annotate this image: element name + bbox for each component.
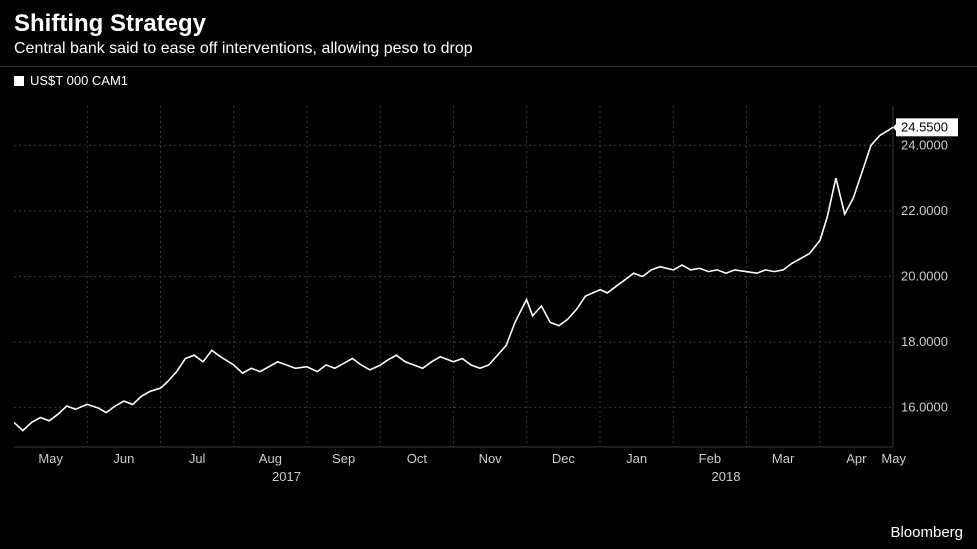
svg-text:2018: 2018 <box>712 469 741 484</box>
svg-text:Dec: Dec <box>552 451 576 466</box>
svg-text:May: May <box>881 451 906 466</box>
svg-text:Feb: Feb <box>699 451 721 466</box>
svg-text:Mar: Mar <box>772 451 795 466</box>
svg-text:24.5500: 24.5500 <box>901 119 948 134</box>
chart-subtitle: Central bank said to ease off interventi… <box>0 40 977 66</box>
svg-text:Jun: Jun <box>113 451 134 466</box>
chart-container: Shifting Strategy Central bank said to e… <box>0 0 977 549</box>
svg-text:24.0000: 24.0000 <box>901 137 948 152</box>
svg-text:Jul: Jul <box>189 451 206 466</box>
svg-text:18.0000: 18.0000 <box>901 334 948 349</box>
legend: US$T 000 CAM1 <box>0 67 977 92</box>
svg-text:20.0000: 20.0000 <box>901 269 948 284</box>
legend-label: US$T 000 CAM1 <box>30 73 128 88</box>
attribution: Bloomberg <box>890 524 963 541</box>
svg-text:Aug: Aug <box>259 451 282 466</box>
svg-text:May: May <box>38 451 63 466</box>
chart-svg: 16.0000 18.0000 20.0000 22.0000 24.0000 May Ju… <box>14 100 963 489</box>
svg-text:Apr: Apr <box>846 451 867 466</box>
chart-plot-area: 16.0000 18.0000 20.0000 22.0000 24.0000 May Ju… <box>14 100 963 489</box>
svg-text:Oct: Oct <box>407 451 428 466</box>
svg-text:Nov: Nov <box>479 451 503 466</box>
svg-text:Sep: Sep <box>332 451 355 466</box>
svg-text:22.0000: 22.0000 <box>901 203 948 218</box>
svg-text:Jan: Jan <box>626 451 647 466</box>
svg-text:2017: 2017 <box>272 469 301 484</box>
chart-title: Shifting Strategy <box>0 0 977 40</box>
legend-marker <box>14 76 24 86</box>
svg-text:16.0000: 16.0000 <box>901 400 948 415</box>
